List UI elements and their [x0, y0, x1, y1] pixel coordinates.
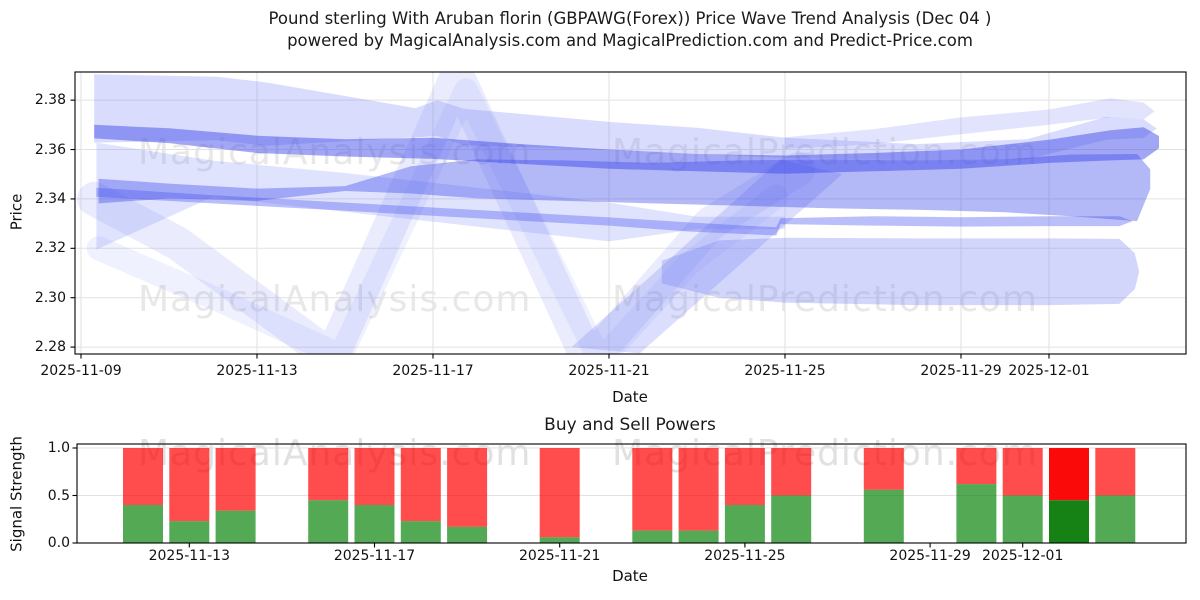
date-tick-label: 2025-12-01 — [982, 548, 1064, 564]
sell-bar-segment — [632, 448, 673, 531]
wave-band — [94, 74, 1157, 161]
date-tick-label: 2025-12-01 — [1008, 363, 1090, 379]
main-title: Pound sterling With Aruban florin (GBPAW… — [268, 9, 992, 28]
buy-bar-segment — [771, 495, 812, 543]
sell-bar-segment — [771, 448, 812, 496]
watermark-text: MagicalAnalysis.com — [138, 279, 532, 320]
date-tick-label: 2025-11-29 — [889, 548, 971, 564]
sell-bar-segment — [863, 448, 904, 490]
zigzag-band — [77, 72, 816, 354]
wave-band — [94, 124, 1160, 174]
buy-bar-segment — [863, 489, 904, 543]
sell-bar-segment — [400, 448, 441, 522]
price-tick-label: 2.38 — [34, 92, 66, 109]
buy-bar-segment — [678, 530, 719, 543]
date-tick-label: 2025-11-25 — [744, 363, 826, 379]
date-tick-label: 2025-11-17 — [392, 363, 474, 379]
buy-bar-segment — [354, 505, 395, 543]
watermark-text: MagicalPrediction.com — [612, 279, 1038, 320]
strength-tick-label: 0.5 — [47, 487, 70, 504]
buy-bar-segment — [308, 500, 349, 543]
strength-tick-label: 1.0 — [47, 440, 70, 456]
sell-bar-segment — [447, 448, 488, 527]
date-tick-label: 2025-11-25 — [704, 548, 786, 564]
wave-band — [98, 154, 1151, 222]
zigzag-band — [86, 78, 789, 354]
date-axis-label-bottom: Date — [612, 567, 648, 585]
sell-bar-segment — [215, 448, 256, 511]
date-tick-label: 2025-11-17 — [333, 548, 416, 564]
bottom-axis-frame — [76, 443, 1187, 544]
buy-bar-segment — [123, 505, 163, 543]
buy-bar-segment — [169, 521, 210, 543]
date-tick-label: 2025-11-21 — [568, 363, 650, 379]
buy-bar-segment — [1049, 500, 1089, 543]
sell-bar-segment — [724, 448, 765, 505]
sell-bar-segment — [1095, 448, 1136, 496]
sell-bar-segment — [956, 448, 997, 485]
date-axis-label-top: Date — [612, 388, 648, 406]
wave-band — [571, 159, 843, 354]
buy-bar-segment — [447, 526, 488, 543]
sell-bar-segment — [123, 448, 163, 505]
watermark-text: MagicalPrediction.com — [612, 132, 1038, 173]
sell-bar-segment — [354, 448, 395, 505]
buy-bar-segment — [400, 521, 441, 543]
buy-bar-segment — [1095, 495, 1136, 543]
wave-band-group — [77, 72, 1160, 354]
bar-group — [123, 448, 1136, 543]
buy-bar-segment — [724, 505, 765, 543]
sell-bar-segment — [678, 448, 719, 531]
wave-band — [96, 187, 1133, 236]
wave-band — [661, 237, 1140, 306]
price-tick-label: 2.34 — [34, 190, 66, 207]
top-axis-frame — [74, 71, 1187, 355]
sell-bar-segment — [1049, 448, 1089, 501]
date-tick-label: 2025-11-29 — [920, 363, 1002, 379]
price-tick-label: 2.32 — [34, 240, 66, 257]
buy-bar-segment — [539, 537, 580, 543]
price-tick-label: 2.28 — [34, 339, 66, 356]
sell-bar-segment — [169, 448, 210, 522]
sell-bar-segment — [308, 448, 349, 501]
strength-tick-label: 0.0 — [47, 535, 70, 551]
watermark-text: MagicalAnalysis.com — [138, 132, 531, 173]
price-tick-label: 2.36 — [34, 141, 66, 158]
buy-bar-segment — [1002, 495, 1043, 543]
price-tick-label: 2.30 — [34, 289, 66, 306]
buy-bar-segment — [956, 484, 997, 543]
wave-band — [96, 142, 785, 250]
powers-chart-title: Buy and Sell Powers — [544, 415, 716, 435]
sell-bar-segment — [1002, 448, 1043, 496]
buy-bar-segment — [632, 530, 673, 543]
main-subtitle: powered by MagicalAnalysis.com and Magic… — [287, 31, 973, 50]
date-tick-label: 2025-11-09 — [40, 363, 122, 379]
date-tick-label: 2025-11-13 — [216, 363, 298, 379]
date-tick-label: 2025-11-13 — [148, 548, 230, 564]
wave-band — [785, 98, 1155, 149]
date-tick-label: 2025-11-21 — [519, 548, 601, 564]
buy-bar-segment — [215, 510, 256, 543]
sell-bar-segment — [539, 448, 580, 538]
